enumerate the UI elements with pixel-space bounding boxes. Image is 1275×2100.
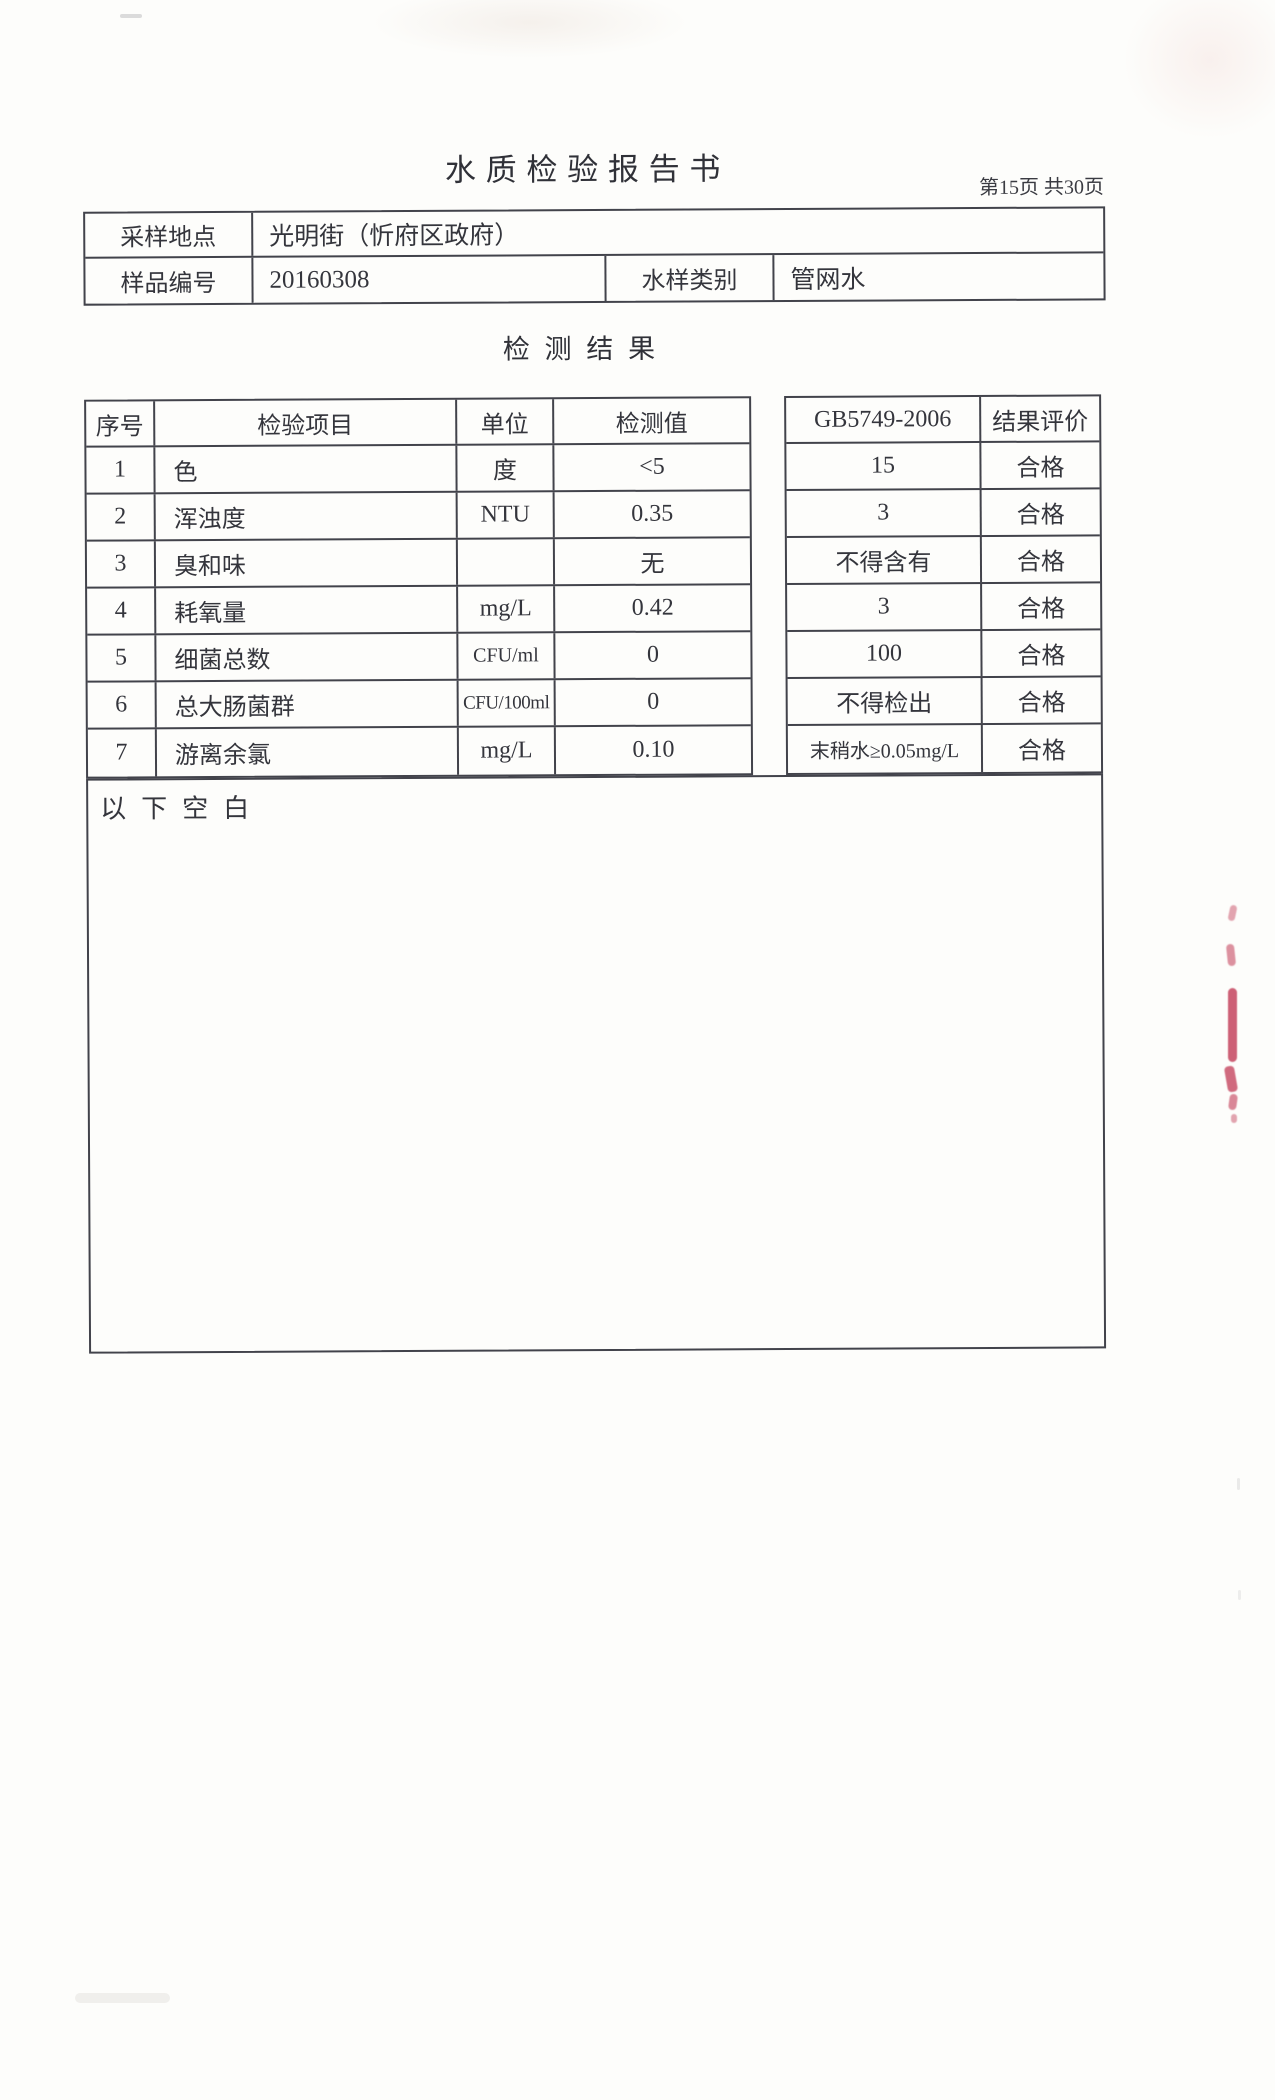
table-row: 1 色 度 <5	[86, 444, 750, 495]
cell-evaluation: 合格	[1017, 690, 1066, 717]
cell-unit: NTU	[457, 492, 555, 538]
cell-item: 耗氧量	[156, 586, 459, 634]
water-type-label: 水样类别	[606, 255, 775, 301]
cell-standard: 不得含有	[786, 536, 983, 584]
table-row: 3 臭和味 无	[86, 538, 751, 589]
header-value: 检测值	[615, 411, 688, 438]
cell-value: 无	[640, 551, 665, 578]
table-row: 不得含有 合格	[786, 536, 1101, 586]
cell-no: 2	[86, 494, 156, 540]
cell-item: 游离余氯	[156, 727, 460, 777]
results-table-main: 序号 检验项目 单位 检测值 1 色 度 <5 2 浑浊度 NTU 0.35 3…	[84, 396, 754, 779]
cell-standard: 100	[787, 630, 983, 678]
cell-unit: mg/L	[458, 586, 556, 632]
cell-no: 7	[87, 729, 158, 777]
cell-no: 6	[87, 682, 157, 728]
cell-value: 0	[646, 641, 660, 668]
table-header-row: 序号 检验项目 单位 检测值	[86, 398, 750, 448]
cell-standard: 15	[786, 442, 982, 490]
table-row: 末稍水≥0.05mg/L 合格	[787, 724, 1101, 774]
cell-no: 3	[86, 541, 157, 587]
cell-no: 5	[87, 635, 157, 681]
sample-number-value: 20160308	[253, 255, 607, 303]
sampling-location-value: 光明街（忻府区政府）	[269, 221, 520, 251]
page-indicator: 第15页 共30页	[978, 176, 1105, 200]
red-ink-mark	[1231, 1114, 1237, 1123]
sample-info-table: 采样地点 光明街（忻府区政府） 样品编号 20160308 水样类别 管网水	[83, 206, 1106, 306]
section-title: 检 测 结 果	[502, 333, 660, 365]
table-row: 4 耗氧量 mg/L 0.42	[87, 585, 751, 636]
table-row: 不得检出 合格	[787, 677, 1101, 727]
table-header-row: GB5749-2006 结果评价	[786, 396, 1100, 445]
cell-unit: 度	[457, 445, 555, 491]
header-no: 序号	[86, 401, 156, 446]
cell-evaluation: 合格	[1017, 738, 1067, 765]
cell-standard: 末稍水≥0.05mg/L	[787, 724, 984, 774]
blank-note: 以下空白	[100, 793, 265, 824]
report-title: 水 质 检 验 报 告 书	[444, 151, 722, 188]
cell-evaluation: 合格	[1017, 596, 1066, 623]
red-ink-mark	[1228, 988, 1237, 1062]
cell-evaluation: 合格	[1016, 549, 1066, 576]
sample-number-label: 样品编号	[85, 257, 254, 304]
cell-item: 色	[155, 445, 458, 493]
header-standard: GB5749-2006	[786, 396, 982, 443]
cell-value: <5	[639, 453, 665, 480]
header-evaluation: 结果评价	[992, 408, 1089, 436]
cell-item: 浑浊度	[155, 492, 458, 540]
table-row: 2 浑浊度 NTU 0.35	[86, 491, 750, 542]
cell-item: 臭和味	[155, 539, 459, 587]
cell-evaluation: 合格	[1016, 455, 1065, 482]
cell-value: 0.42	[631, 594, 674, 621]
cell-unit: CFU/ml	[458, 633, 556, 679]
table-row: 15 合格	[786, 442, 1100, 492]
table-row: 3 合格	[787, 583, 1101, 633]
cell-unit: mg/L	[458, 727, 557, 775]
table-row: 7 游离余氯 mg/L 0.10	[87, 726, 751, 777]
table-row: 100 合格	[787, 630, 1101, 680]
header-item: 检验项目	[155, 399, 458, 446]
cell-standard: 3	[786, 489, 982, 537]
table-row: 5 细菌总数 CFU/ml 0	[87, 632, 751, 683]
cell-standard: 不得检出	[787, 677, 983, 725]
sampling-location-label: 采样地点	[85, 212, 254, 257]
water-type-value: 管网水	[790, 266, 866, 294]
table-row: 6 总大肠菌群 CFU/100ml 0	[87, 679, 751, 730]
cell-evaluation: 合格	[1016, 502, 1065, 529]
cell-no: 1	[86, 447, 156, 493]
cell-evaluation: 合格	[1017, 643, 1066, 670]
cell-value: 0	[647, 688, 660, 715]
cell-unit: CFU/100ml	[458, 680, 556, 726]
table-row: 采样地点 光明街（忻府区政府）	[85, 208, 1104, 259]
cell-no: 4	[87, 588, 157, 634]
table-row: 样品编号 20160308 水样类别 管网水	[85, 253, 1103, 304]
cell-item: 细菌总数	[156, 633, 459, 681]
cell-item: 总大肠菌群	[156, 680, 459, 728]
cell-value: 0.10	[632, 736, 675, 763]
cell-unit	[457, 539, 556, 585]
blank-area-box: 以下空白	[86, 773, 1107, 1354]
cell-value: 0.35	[631, 500, 674, 527]
header-unit: 单位	[457, 399, 555, 444]
table-row: 3 合格	[786, 489, 1100, 539]
cell-standard: 3	[787, 583, 983, 631]
results-table-standard: GB5749-2006 结果评价 15 合格 3 合格 不得含有 合格 3 合格…	[784, 394, 1104, 776]
